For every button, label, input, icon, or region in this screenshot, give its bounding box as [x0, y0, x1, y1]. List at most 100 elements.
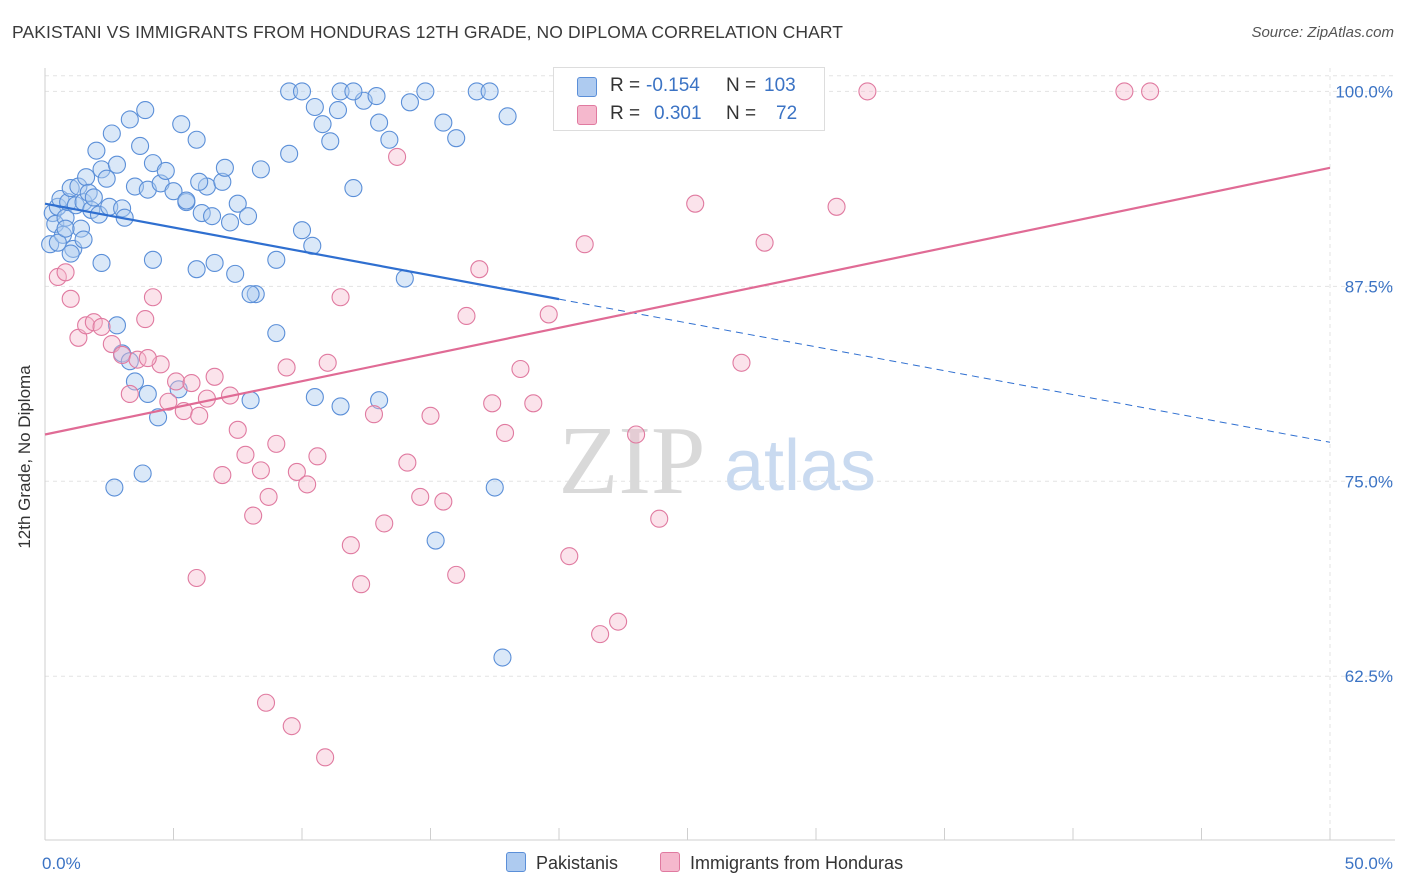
pakistani-point-89: [105, 478, 124, 497]
pakistani-point-81: [138, 384, 157, 404]
source-label: Source: ZipAtlas.com: [1251, 24, 1394, 41]
honduras-point-55: [609, 612, 628, 631]
honduras-point-42: [421, 406, 440, 425]
honduras-point-24: [236, 445, 255, 464]
honduras-point-45: [457, 306, 476, 326]
pakistani-point-57: [367, 87, 386, 106]
pakistani-point-87: [370, 391, 389, 410]
pakistani-point-76: [344, 82, 363, 101]
honduras-point-61: [755, 233, 774, 252]
honduras-point-2: [61, 289, 80, 308]
pakistani-point-102: [177, 191, 196, 210]
legend-n-label: N =: [726, 103, 757, 124]
honduras-point-43: [434, 492, 453, 511]
bottom-legend-honduras: Immigrants from Honduras: [660, 852, 903, 874]
pakistani-point-49: [280, 82, 299, 101]
pakistani-point-67: [187, 260, 206, 279]
pakistani-point-45: [238, 207, 258, 226]
pakistani-point-43: [220, 213, 240, 232]
honduras-point-68: [282, 717, 301, 736]
honduras-point-12: [143, 288, 162, 307]
honduras-point-32: [308, 447, 327, 466]
pakistani-point-0: [41, 235, 60, 254]
pakistani-point-73: [292, 82, 312, 101]
pakistani-point-17: [84, 188, 103, 207]
honduras-trend-line: [44, 166, 1331, 436]
honduras-point-44: [447, 565, 466, 584]
bottom-legend-label: Pakistanis: [536, 853, 619, 873]
honduras-point-49: [511, 359, 530, 379]
pakistani-point-66: [143, 250, 162, 269]
pakistani-point-29: [131, 136, 150, 156]
honduras-point-69: [316, 748, 335, 767]
legend-r-value: -0.154: [646, 75, 700, 96]
watermark-zip: ZIP: [559, 407, 706, 515]
honduras-point-9: [120, 384, 139, 404]
bottom-legend-pakistanis: Pakistanis: [506, 852, 618, 874]
honduras-point-47: [483, 394, 502, 413]
pakistani-point-72: [280, 144, 299, 163]
pakistani-point-6: [56, 208, 75, 227]
honduras-point-21: [213, 466, 232, 485]
honduras-point-39: [388, 147, 407, 166]
legend-n-value: 72: [776, 103, 798, 124]
honduras-point-37: [364, 405, 384, 424]
pakistani-point-58: [380, 130, 399, 149]
pakistani-trend-extension: [558, 298, 1331, 443]
honduras-point-34: [331, 288, 350, 307]
bottom-legend-label: Immigrants from Honduras: [690, 853, 904, 873]
honduras-point-11: [136, 310, 155, 329]
pakistani-point-54: [328, 101, 348, 120]
stats-legend: R = -0.154 N = 103 R = 0.301 N = 72: [553, 67, 825, 131]
pakistani-point-38: [187, 130, 206, 149]
pakistani-point-85: [305, 388, 324, 407]
pakistani-point-24: [107, 155, 127, 174]
pakistani-point-21: [97, 169, 116, 188]
honduras-point-26: [251, 461, 270, 480]
x-tick-label-max: 50.0%: [1345, 854, 1393, 873]
pakistani-trend-line: [44, 202, 560, 301]
chart-title: PAKISTANI VS IMMIGRANTS FROM HONDURAS 12…: [12, 22, 844, 42]
pakistani-point-91: [426, 531, 445, 550]
honduras-point-54: [591, 625, 610, 644]
pakistani-point-39: [192, 203, 211, 223]
pakistani-point-93: [48, 233, 67, 252]
legend-r-label: R =: [610, 75, 641, 96]
pakistani-point-14: [77, 168, 96, 187]
pakistani-point-23: [102, 124, 121, 143]
honduras-point-15: [167, 372, 186, 391]
honduras-point-52: [560, 547, 579, 566]
pakistani-point-12: [71, 219, 91, 238]
honduras-point-63: [827, 197, 846, 216]
honduras-point-28: [267, 434, 286, 453]
pakistani-point-8: [61, 179, 80, 198]
pakistani-point-34: [156, 161, 175, 180]
honduras-point-20: [205, 367, 224, 386]
pakistani-point-62: [447, 129, 466, 148]
honduras-point-50: [524, 394, 543, 413]
pakistani-point-95: [74, 230, 93, 249]
honduras-point-71: [138, 349, 157, 368]
pakistani-point-96: [92, 253, 111, 272]
pakistani-point-63: [467, 82, 486, 101]
honduras-point-1: [56, 263, 75, 282]
legend-swatch-pakistanis: [577, 77, 597, 97]
honduras-point-29: [277, 358, 296, 377]
pakistani-point-52: [313, 115, 332, 134]
axes: [44, 68, 1395, 841]
pakistani-point-36: [172, 115, 191, 134]
legend-r-value: 0.301: [654, 103, 702, 124]
pakistani-point-18: [87, 141, 106, 160]
legend-n-label: N =: [726, 75, 757, 96]
pakistani-point-46: [246, 285, 265, 304]
honduras-point-67: [256, 693, 276, 712]
pakistani-point-70: [241, 285, 260, 304]
honduras-point-57: [650, 509, 669, 528]
y-axis-label: 12th Grade, No Diploma: [15, 365, 34, 549]
honduras-point-64: [858, 82, 877, 101]
bottom-swatch-honduras: [660, 852, 680, 872]
series-honduras: [48, 82, 1160, 767]
pakistani-point-92: [493, 648, 512, 667]
pakistani-point-64: [480, 82, 499, 101]
